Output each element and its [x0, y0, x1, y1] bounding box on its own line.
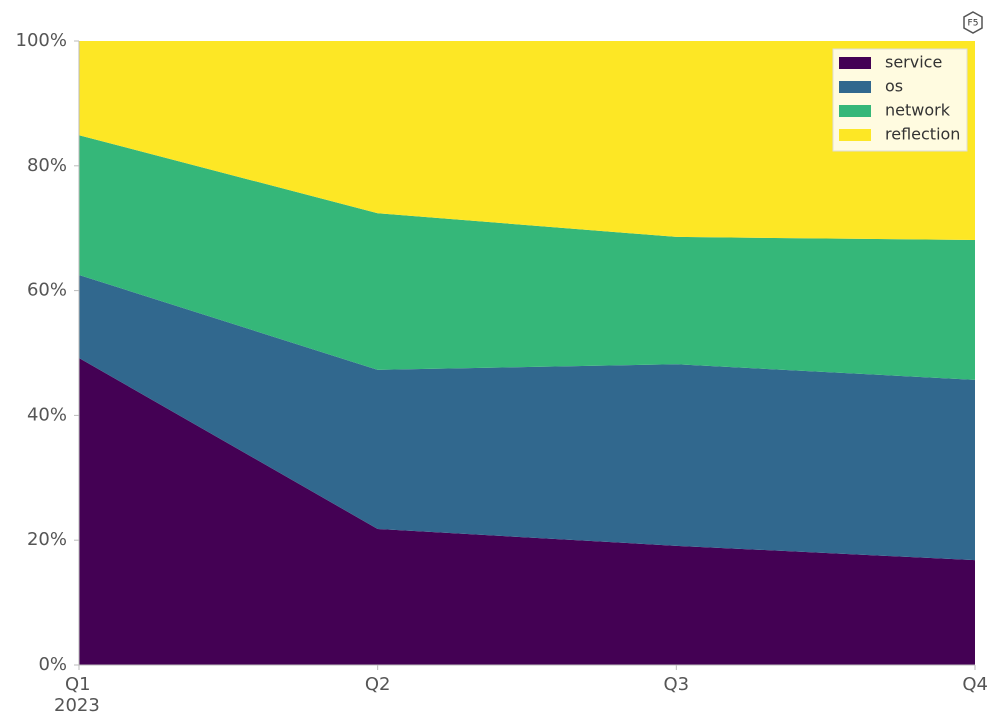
x-tick-label: Q3 — [664, 674, 690, 695]
y-tick-label: 100% — [16, 30, 67, 51]
legend-label: os — [885, 77, 903, 96]
legend-label: reflection — [885, 125, 960, 144]
y-tick-label: 40% — [27, 404, 67, 425]
x-tick-label: Q2 — [365, 674, 391, 695]
y-tick-label: 20% — [27, 529, 67, 550]
x-tick-label: Q1 — [65, 674, 91, 695]
legend-swatch — [839, 105, 871, 117]
x-tick-label: Q4 — [962, 674, 988, 695]
y-tick-label: 60% — [27, 280, 67, 301]
legend-swatch — [839, 57, 871, 69]
logo: F5 — [963, 11, 983, 34]
area — [79, 135, 975, 380]
area — [79, 275, 975, 561]
y-tick-label: 80% — [27, 155, 67, 176]
legend-label: service — [885, 53, 942, 72]
logo-hexagon — [963, 11, 983, 34]
y-tick-label: 0% — [38, 654, 67, 675]
area — [79, 357, 975, 665]
logo-text: F5 — [968, 19, 979, 29]
legend-swatch — [839, 129, 871, 141]
legend-label: network — [885, 101, 951, 120]
area — [79, 41, 975, 241]
legend-swatch — [839, 81, 871, 93]
x-sublabel: 2023 — [54, 695, 100, 716]
legend: service os network reflection — [832, 48, 968, 152]
